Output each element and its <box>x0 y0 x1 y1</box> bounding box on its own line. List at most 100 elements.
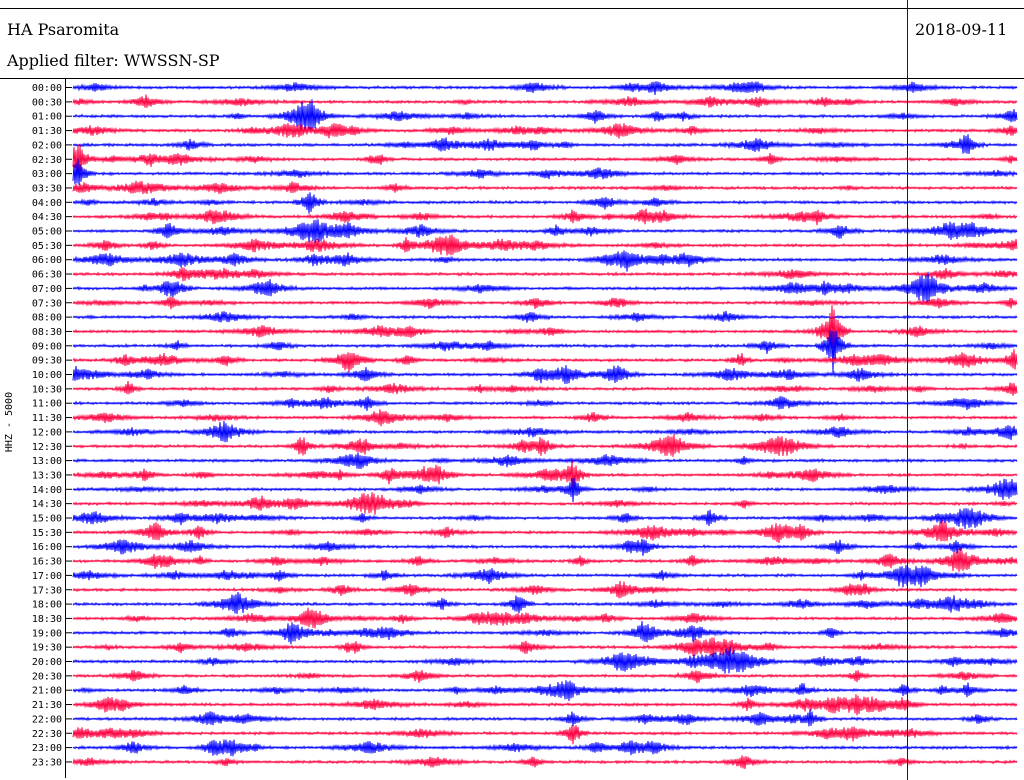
trace-row <box>72 365 1018 385</box>
row-time-label: 20:30 <box>32 671 62 682</box>
trace-row <box>72 548 1018 572</box>
trace-row <box>72 234 1018 256</box>
trace-row <box>72 192 1018 214</box>
row-time-label: 11:30 <box>32 413 62 424</box>
row-time-label: 17:00 <box>32 571 62 582</box>
trace-row <box>72 134 1018 155</box>
trace-row <box>72 739 1018 757</box>
row-time-label: 12:00 <box>32 427 62 438</box>
row-time-label: 22:30 <box>32 729 62 740</box>
row-time-label: 05:30 <box>32 241 62 252</box>
row-time-label: 00:00 <box>32 83 62 94</box>
trace-row <box>72 219 1018 243</box>
trace-row <box>72 591 1018 615</box>
trace-row <box>72 452 1018 470</box>
row-time-label: 20:00 <box>32 657 62 668</box>
row-time-label: 11:00 <box>32 399 62 410</box>
row-time-label: 14:30 <box>32 499 62 510</box>
row-time-label: 12:30 <box>32 442 62 453</box>
row-time-label: 03:30 <box>32 183 62 194</box>
row-time-label: 19:00 <box>32 628 62 639</box>
trace-row <box>72 208 1018 226</box>
row-time-label: 17:30 <box>32 585 62 596</box>
row-time-label: 03:00 <box>32 169 62 180</box>
trace-row <box>72 158 1018 185</box>
row-time-label: 08:30 <box>32 327 62 338</box>
trace-row <box>72 680 1018 702</box>
row-time-label: 21:00 <box>32 686 62 697</box>
trace-row <box>72 646 1018 674</box>
row-time-label: 14:00 <box>32 485 62 496</box>
trace-row <box>72 267 1018 282</box>
trace-row <box>72 670 1018 684</box>
row-time-label: 21:30 <box>32 700 62 711</box>
trace-row <box>72 519 1018 544</box>
trace-row <box>72 420 1018 443</box>
trace-row <box>72 310 1018 323</box>
row-time-label: 02:30 <box>32 155 62 166</box>
row-time-label: 15:30 <box>32 528 62 539</box>
trace-row <box>72 580 1018 599</box>
trace-row <box>72 621 1018 645</box>
trace-row <box>72 144 1018 179</box>
row-time-label: 02:00 <box>32 140 62 151</box>
row-time-label: 10:30 <box>32 384 62 395</box>
trace-row <box>72 122 1018 139</box>
row-time-label: 16:00 <box>32 542 62 553</box>
row-time-label: 15:00 <box>32 514 62 525</box>
trace-row <box>72 99 1018 132</box>
trace-row <box>72 725 1018 745</box>
row-time-label: 23:00 <box>32 743 62 754</box>
trace-row <box>72 349 1018 373</box>
trace-row <box>72 477 1018 503</box>
trace-row <box>72 94 1018 108</box>
row-time-label: 13:00 <box>32 456 62 467</box>
row-time-label: 08:00 <box>32 313 62 324</box>
seismic-traces <box>72 81 1018 770</box>
trace-row <box>72 329 1018 373</box>
row-time-label: 09:30 <box>32 356 62 367</box>
trace-row <box>72 637 1018 658</box>
trace-row <box>72 305 1018 349</box>
trace-row <box>72 709 1018 727</box>
trace-row <box>72 81 1018 96</box>
trace-row <box>72 564 1018 588</box>
date-label: 2018-09-11 <box>915 20 1008 39</box>
trace-row <box>72 180 1018 195</box>
trace-row <box>72 492 1018 515</box>
trace-row <box>72 396 1018 411</box>
row-time-label: 00:30 <box>32 97 62 108</box>
row-time-label: 04:30 <box>32 212 62 223</box>
trace-row <box>72 380 1018 396</box>
row-time-label: 05:00 <box>32 227 62 238</box>
row-time-label: 13:30 <box>32 470 62 481</box>
row-time-label: 09:00 <box>32 341 62 352</box>
trace-row <box>72 460 1018 490</box>
trace-row <box>72 409 1018 427</box>
trace-row <box>72 755 1018 770</box>
row-time-label: 18:00 <box>32 600 62 611</box>
row-labels: 00:00 00:30 01:00 01:30 02:00 02:30 03:00 03:30… <box>32 83 72 768</box>
row-time-label: 23:30 <box>32 757 62 768</box>
filter-label: Applied filter: WWSSN-SP <box>7 51 220 70</box>
row-time-label: 06:30 <box>32 270 62 281</box>
trace-row <box>72 250 1018 272</box>
row-time-label: 06:00 <box>32 255 62 266</box>
row-time-label: 10:00 <box>32 370 62 381</box>
row-time-label: 04:00 <box>32 198 62 209</box>
trace-row <box>72 694 1018 716</box>
row-time-label: 22:00 <box>32 714 62 725</box>
station-title: HA Psaromita <box>7 20 120 39</box>
row-time-label: 19:30 <box>32 643 62 654</box>
trace-row <box>72 508 1018 530</box>
trace-row <box>72 434 1018 457</box>
row-time-label: 18:30 <box>32 614 62 625</box>
trace-row <box>72 607 1018 629</box>
trace-row <box>72 296 1018 310</box>
row-time-label: 01:00 <box>32 112 62 123</box>
trace-row <box>72 272 1018 304</box>
row-time-label: 01:30 <box>32 126 62 137</box>
row-time-label: 07:30 <box>32 298 62 309</box>
